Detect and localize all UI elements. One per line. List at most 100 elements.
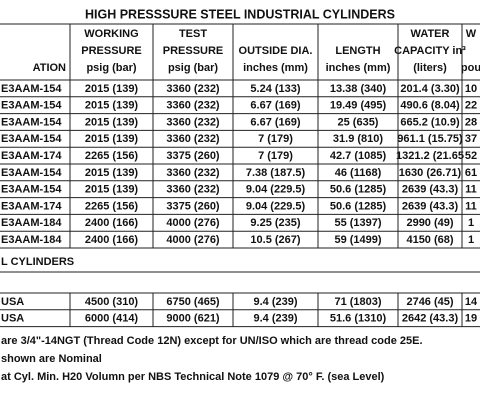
cell: 3375 (260) [166, 150, 220, 162]
cell: 11 [465, 200, 477, 212]
cell: 10 [465, 83, 477, 95]
cell: 46 (1168) [335, 167, 382, 179]
column-header: (liters) [413, 62, 447, 74]
cell: 2990 (49) [406, 217, 453, 229]
cell: 10.5 (267) [250, 234, 300, 246]
cell: 55 (1397) [334, 217, 381, 229]
column-header: TEST [179, 28, 207, 40]
cell: 3360 (232) [166, 116, 220, 128]
cell: 2015 (139) [85, 116, 139, 128]
cell: 11 [465, 184, 477, 196]
cell: 2400 (166) [85, 217, 139, 229]
cell: 42.7 (1085) [330, 150, 387, 162]
column-header: ATION [33, 62, 66, 74]
cell: 665.2 (10.9) [400, 116, 460, 128]
column-header: OUTSIDE DIA. [239, 45, 313, 57]
footnote: are 3/4"-14NGT (Thread Code 12N) except … [1, 335, 423, 347]
cell: 61 [465, 167, 477, 179]
cell: 3360 (232) [166, 100, 220, 112]
cell: 50.6 (1285) [330, 184, 387, 196]
cell: 2642 (43.3) [402, 313, 459, 325]
column-header: pou [461, 62, 480, 74]
column-header: PRESSURE [81, 45, 142, 57]
cell: E3AAM-154 [1, 167, 62, 179]
cell: E3AAM-154 [1, 116, 62, 128]
cell: 9.4 (239) [253, 296, 297, 308]
cell: 2400 (166) [85, 234, 139, 246]
cell: 2746 (45) [406, 296, 453, 308]
cell: 9.04 (229.5) [246, 200, 306, 212]
cell: 4500 (310) [85, 296, 139, 308]
cell: 1 [468, 217, 474, 229]
title: HIGH PRESSSURE STEEL INDUSTRIAL CYLINDER… [85, 7, 395, 21]
column-header: WORKING [84, 28, 138, 40]
cell: USA [1, 296, 24, 308]
cell: 6750 (465) [166, 296, 220, 308]
cell: USA [1, 313, 24, 325]
cell: 6000 (414) [85, 313, 139, 325]
cell: 2015 (139) [85, 100, 139, 112]
cell: 22 [465, 100, 477, 112]
cell: 28 [465, 116, 477, 128]
cell: 4000 (276) [166, 217, 220, 229]
column-header: LENGTH [335, 45, 380, 57]
cell: 31.9 (810) [333, 133, 383, 145]
cell: 3360 (232) [166, 133, 220, 145]
cell: 13.38 (340) [330, 83, 387, 95]
cell: 9.04 (229.5) [246, 184, 306, 196]
cell: 71 (1803) [334, 296, 381, 308]
cell: E3AAM-184 [1, 217, 62, 229]
column-header: CAPACITY in³ [394, 45, 466, 57]
cell: 1 [468, 234, 474, 246]
column-header: psig (bar) [168, 62, 218, 74]
cell: E3AAM-174 [1, 200, 62, 212]
cell: 7 (179) [258, 150, 293, 162]
cell: 51.6 (1310) [330, 313, 387, 325]
cell: 3360 (232) [166, 167, 220, 179]
cell: 201.4 (3.30) [400, 83, 460, 95]
column-header: PRESSURE [163, 45, 224, 57]
cell: 2015 (139) [85, 83, 139, 95]
cell: 3360 (232) [166, 83, 220, 95]
cell: 6.67 (169) [250, 116, 300, 128]
cell: 5.24 (133) [250, 83, 300, 95]
cell: 9.4 (239) [253, 313, 297, 325]
cell: 50.6 (1285) [330, 200, 387, 212]
cell: 19 [465, 313, 477, 325]
cell: 37 [465, 133, 477, 145]
cell: 2639 (43.3) [402, 200, 459, 212]
column-header: W [466, 28, 477, 40]
cell: 961.1 (15.75) [397, 133, 463, 145]
cell: 2639 (43.3) [402, 184, 459, 196]
column-header: inches (mm) [326, 62, 391, 74]
cell: 4150 (68) [406, 234, 453, 246]
cell: 490.6 (8.04) [400, 100, 460, 112]
cell: 59 (1499) [334, 234, 381, 246]
cell: 6.67 (169) [250, 100, 300, 112]
cell: 52 [465, 150, 477, 162]
column-header: inches (mm) [243, 62, 308, 74]
cell: 9000 (621) [166, 313, 220, 325]
cell: 3360 (232) [166, 184, 220, 196]
cell: 2265 (156) [85, 200, 139, 212]
cell: E3AAM-174 [1, 150, 62, 162]
footnote: shown are Nominal [1, 353, 102, 365]
cell: E3AAM-154 [1, 100, 62, 112]
cell: E3AAM-154 [1, 83, 62, 95]
cell: 7 (179) [258, 133, 293, 145]
cell: E3AAM-154 [1, 133, 62, 145]
cell: 2265 (156) [85, 150, 139, 162]
column-header: WATER [411, 28, 450, 40]
cell: 1321.2 (21.65 [396, 150, 464, 162]
cell: E3AAM-154 [1, 184, 62, 196]
cell: 2015 (139) [85, 133, 139, 145]
cell: 25 (635) [338, 116, 379, 128]
column-header: psig (bar) [86, 62, 136, 74]
cell: 2015 (139) [85, 184, 139, 196]
cell: 2015 (139) [85, 167, 139, 179]
cell: 1630 (26.71) [399, 167, 462, 179]
cell: 19.49 (495) [330, 100, 387, 112]
cell: 4000 (276) [166, 234, 220, 246]
